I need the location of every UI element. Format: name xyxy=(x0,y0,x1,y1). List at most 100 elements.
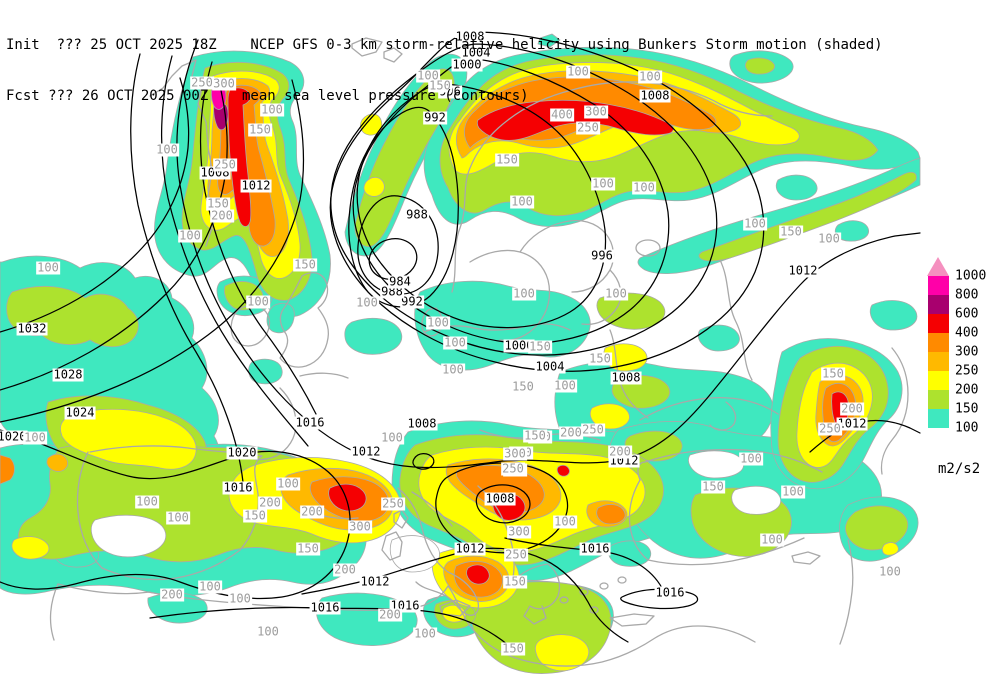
shading-label: 100 xyxy=(553,378,577,393)
isobar-line xyxy=(199,61,317,415)
pressure-contours xyxy=(0,31,921,655)
shading-label: 100 xyxy=(817,231,841,246)
shading-label: 200 xyxy=(378,607,402,622)
title-line-2: Fcst ??? 26 OCT 2025 00Z mean sea level … xyxy=(6,88,529,104)
coastline xyxy=(397,487,480,616)
shading-label: 100 xyxy=(604,286,628,301)
contour-label: 984 xyxy=(388,274,412,289)
contour-label: 1020 xyxy=(0,430,28,444)
coastline xyxy=(76,451,103,569)
shading-label: 100 xyxy=(591,176,615,191)
coastline xyxy=(411,491,453,527)
shading-label: 150 xyxy=(528,339,552,354)
coastline xyxy=(279,271,330,368)
contour-label: 1012 xyxy=(350,444,382,459)
shading-label: 150 xyxy=(503,574,527,589)
contour-label: 1004 xyxy=(534,359,566,374)
isobar-line xyxy=(149,606,519,655)
isobar-line xyxy=(176,39,921,469)
shading-label: 100 xyxy=(178,228,202,243)
shading-label: 200 xyxy=(160,587,184,602)
shading-label: 100 xyxy=(878,564,902,579)
shading-label: 250 xyxy=(501,461,525,476)
contour-label: 1000 xyxy=(451,57,483,72)
shading-label: 100 xyxy=(553,514,577,529)
contour-label: 1012 xyxy=(359,574,391,589)
shading-region xyxy=(698,171,917,262)
coastline xyxy=(628,479,805,566)
coastline xyxy=(791,551,821,565)
shading-label: 100 xyxy=(23,430,47,445)
contour-label: 1016 xyxy=(294,415,326,430)
contour-label: 992 xyxy=(423,110,447,125)
shading-region xyxy=(11,536,50,560)
shading-label: 150 xyxy=(701,479,725,494)
coastline xyxy=(609,329,649,419)
contour-label: 1012 xyxy=(787,263,819,278)
shading-label: 100 xyxy=(135,494,159,509)
shading-label: 100 xyxy=(228,591,252,606)
shading-region xyxy=(46,453,69,472)
shading-holes xyxy=(90,450,782,573)
shading-label: 200 xyxy=(559,425,583,440)
coastline xyxy=(880,347,909,475)
contour-label: 1004 xyxy=(460,45,492,60)
shading-label: 100 xyxy=(739,451,763,466)
contour-label: 996 xyxy=(590,248,614,263)
isobar-line xyxy=(0,77,228,391)
contour-label: 1020 xyxy=(226,445,258,460)
shading-label: 100 xyxy=(512,286,536,301)
shading-hole xyxy=(731,485,782,515)
shading-label: 200 xyxy=(333,562,357,577)
shading-label: 150 xyxy=(588,351,612,366)
shading-label: 150 xyxy=(523,428,547,443)
shading-label: 400 xyxy=(550,107,574,122)
shading-label: 100 xyxy=(380,430,404,445)
coastline xyxy=(351,37,383,57)
shading-label: 150 xyxy=(243,508,267,523)
coastline xyxy=(383,47,403,63)
shading-label: 150 xyxy=(501,641,525,656)
shading-label: 100 xyxy=(198,579,222,594)
shading-label: 100 xyxy=(632,180,656,195)
coastline xyxy=(639,396,779,421)
contour-label: 1008 xyxy=(454,29,486,44)
shading-label: 300 xyxy=(507,524,531,539)
shading-region xyxy=(589,403,630,430)
coastline xyxy=(719,103,773,117)
shading-region xyxy=(775,174,818,201)
shading-label: 100 xyxy=(638,69,662,84)
contour-label: 1012 xyxy=(240,178,272,193)
title-line-1: Init ??? 25 OCT 2025 18Z NCEP GFS 0-3 km… xyxy=(6,37,883,53)
contour-label: 1016 xyxy=(222,480,254,495)
shading-hole xyxy=(90,514,167,558)
shading-region xyxy=(328,483,367,512)
shading-region xyxy=(608,540,652,567)
shading-region xyxy=(745,57,775,75)
coastline xyxy=(299,372,349,379)
shading-region xyxy=(697,324,740,352)
contour-label: 1016 xyxy=(654,585,686,600)
isobar-line xyxy=(0,79,305,423)
shading-label: 100 xyxy=(760,532,784,547)
shading-label: 100 xyxy=(355,295,379,310)
shading-hole xyxy=(688,450,744,479)
contour-label: 1032 xyxy=(16,321,48,336)
coastline xyxy=(609,613,655,627)
shading-region xyxy=(556,464,570,477)
shading-label: 250 xyxy=(213,157,237,172)
shading-label: 150 xyxy=(495,152,519,167)
shading-label: 100 xyxy=(743,216,767,231)
shading-label: 250 xyxy=(576,120,600,135)
shading-label: 200 xyxy=(840,401,864,416)
map-title: Init ??? 25 OCT 2025 18Z NCEP GFS 0-3 km… xyxy=(6,3,883,139)
shading-region xyxy=(60,408,197,470)
shading-label: 100 xyxy=(166,510,190,525)
shading-label: 100 xyxy=(246,294,270,309)
shading-label: 100 xyxy=(426,315,450,330)
coastline xyxy=(49,583,59,641)
coastline xyxy=(709,401,737,431)
isobar-line xyxy=(329,31,765,372)
shading-label: 150 xyxy=(821,366,845,381)
